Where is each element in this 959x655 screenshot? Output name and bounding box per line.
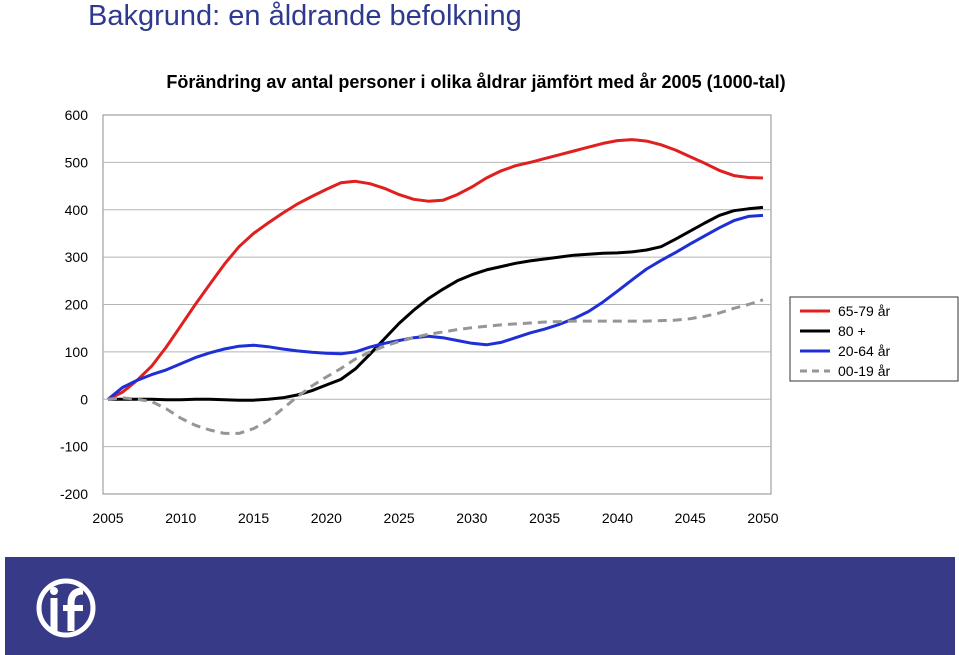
legend-label: 20-64 år xyxy=(838,343,890,359)
x-tick-label: 2005 xyxy=(92,510,123,526)
x-tick-label: 2030 xyxy=(456,510,487,526)
series-lines xyxy=(107,138,764,435)
y-tick-label: 500 xyxy=(65,154,89,170)
y-tick-label: 0 xyxy=(80,391,88,407)
y-tick-label: 600 xyxy=(65,107,89,123)
series-line xyxy=(107,213,764,401)
x-tick-label: 2040 xyxy=(602,510,633,526)
y-tick-label: 200 xyxy=(65,297,89,313)
y-tick-label: 300 xyxy=(65,249,89,265)
y-tick-label: 400 xyxy=(65,202,89,218)
if-logo-icon xyxy=(36,578,96,638)
y-tick-label: -100 xyxy=(60,439,88,455)
chart-title: Förändring av antal personer i olika åld… xyxy=(166,72,785,92)
x-tick-label: 2050 xyxy=(747,510,778,526)
x-tick-label: 2035 xyxy=(529,510,560,526)
series-line xyxy=(107,298,764,435)
legend-label: 80 + xyxy=(838,323,866,339)
series-line xyxy=(108,205,764,402)
y-tick-label: 100 xyxy=(65,344,89,360)
legend-label: 00-19 år xyxy=(838,363,890,379)
gridlines xyxy=(103,161,771,448)
series-line xyxy=(107,138,764,401)
x-tick-label: 2025 xyxy=(384,510,415,526)
y-tick-label: -200 xyxy=(60,486,88,502)
x-tick-label: 2015 xyxy=(238,510,269,526)
line-chart: Förändring av antal personer i olika åld… xyxy=(60,72,959,526)
x-tick-label: 2045 xyxy=(675,510,706,526)
x-tick-label: 2010 xyxy=(165,510,196,526)
legend-label: 65-79 år xyxy=(838,303,890,319)
legend: 65-79 år 80 + 20-64 år 00-19 år xyxy=(789,296,959,382)
footer-band xyxy=(5,557,955,655)
x-tick-label: 2020 xyxy=(311,510,342,526)
page-title: Bakgrund: en åldrande befolkning xyxy=(88,0,522,32)
